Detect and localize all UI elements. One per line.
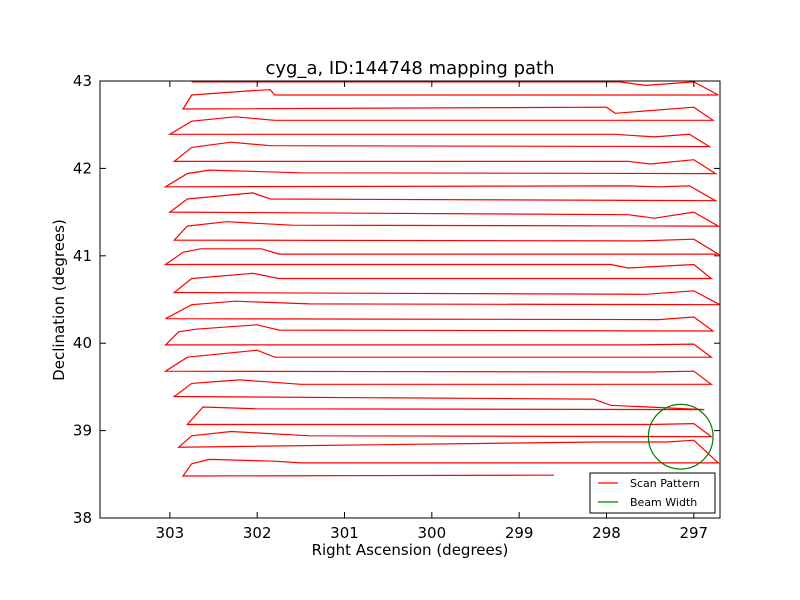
y-tick-label: 40 (73, 334, 92, 352)
beam-width-circle (647, 403, 714, 470)
x-tick-label: 297 (679, 524, 708, 542)
data-layer (163, 81, 720, 477)
legend-scan-pattern-label: Scan Pattern (630, 477, 700, 490)
scan-pattern-line (163, 81, 720, 477)
plot-background (100, 81, 720, 518)
chart-title: cyg_a, ID:144748 mapping path (265, 58, 554, 79)
y-axis-label: Declination (degrees) (50, 219, 68, 381)
y-tick-label: 41 (73, 247, 92, 265)
x-tick-label: 299 (505, 524, 534, 542)
y-tick-label: 39 (73, 422, 92, 440)
x-tick-label: 303 (156, 524, 185, 542)
y-axis-ticks: 38 39 40 41 42 43 (73, 72, 720, 527)
y-tick-label: 38 (73, 509, 92, 527)
y-tick-label: 43 (73, 72, 92, 90)
x-axis-ticks: 303 302 301 300 299 298 297 (156, 81, 708, 542)
legend-beam-width-label: Beam Width (630, 496, 697, 509)
x-tick-label: 300 (418, 524, 447, 542)
x-tick-label: 302 (243, 524, 272, 542)
legend-box (589, 472, 716, 514)
plot-frame (99, 80, 721, 519)
y-tick-label: 42 (73, 159, 92, 177)
x-tick-label: 301 (330, 524, 359, 542)
legend: Scan Pattern Beam Width (589, 472, 716, 514)
x-tick-label: 298 (592, 524, 621, 542)
x-axis-label: Right Ascension (degrees) (312, 541, 509, 559)
